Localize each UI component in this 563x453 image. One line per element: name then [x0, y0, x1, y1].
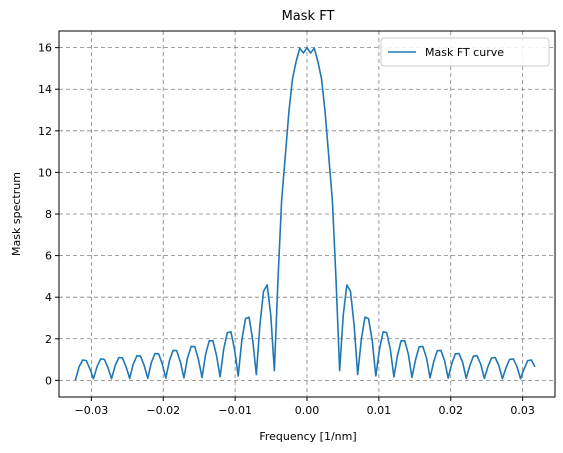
legend: Mask FT curve	[380, 37, 550, 67]
y-axis-label: Mask spectrum	[10, 172, 23, 256]
x-tick-label: 0.02	[439, 404, 464, 417]
y-tick-label: 4	[45, 291, 52, 304]
y-tick-label: 6	[45, 250, 52, 263]
y-tick-label: 0	[45, 374, 52, 387]
series-layer	[74, 46, 536, 381]
x-tick-label: 0.01	[367, 404, 392, 417]
chart-title: Mask FT	[282, 9, 335, 24]
x-tick-label: 0.00	[295, 404, 320, 417]
legend-label: Mask FT curve	[425, 46, 504, 59]
y-tick-label: 2	[45, 333, 52, 346]
series-line-mask-ft	[74, 46, 536, 381]
y-axis: 0 2 4 6 8 10 12 14 16	[38, 42, 59, 387]
x-tick-label: −0.01	[218, 404, 252, 417]
x-tick-label: −0.02	[146, 404, 180, 417]
x-tick-label: 0.03	[510, 404, 535, 417]
y-tick-label: 14	[38, 83, 52, 96]
legend-box	[380, 37, 550, 67]
x-tick-label: −0.03	[74, 404, 108, 417]
x-axis: −0.03 −0.02 −0.01 0.00 0.01 0.02 0.03	[74, 397, 535, 417]
y-tick-label: 8	[45, 208, 52, 221]
y-tick-label: 12	[38, 125, 52, 138]
y-tick-label: 16	[38, 42, 52, 55]
y-tick-label: 10	[38, 166, 52, 179]
x-axis-label: Frequency [1/nm]	[259, 430, 356, 443]
